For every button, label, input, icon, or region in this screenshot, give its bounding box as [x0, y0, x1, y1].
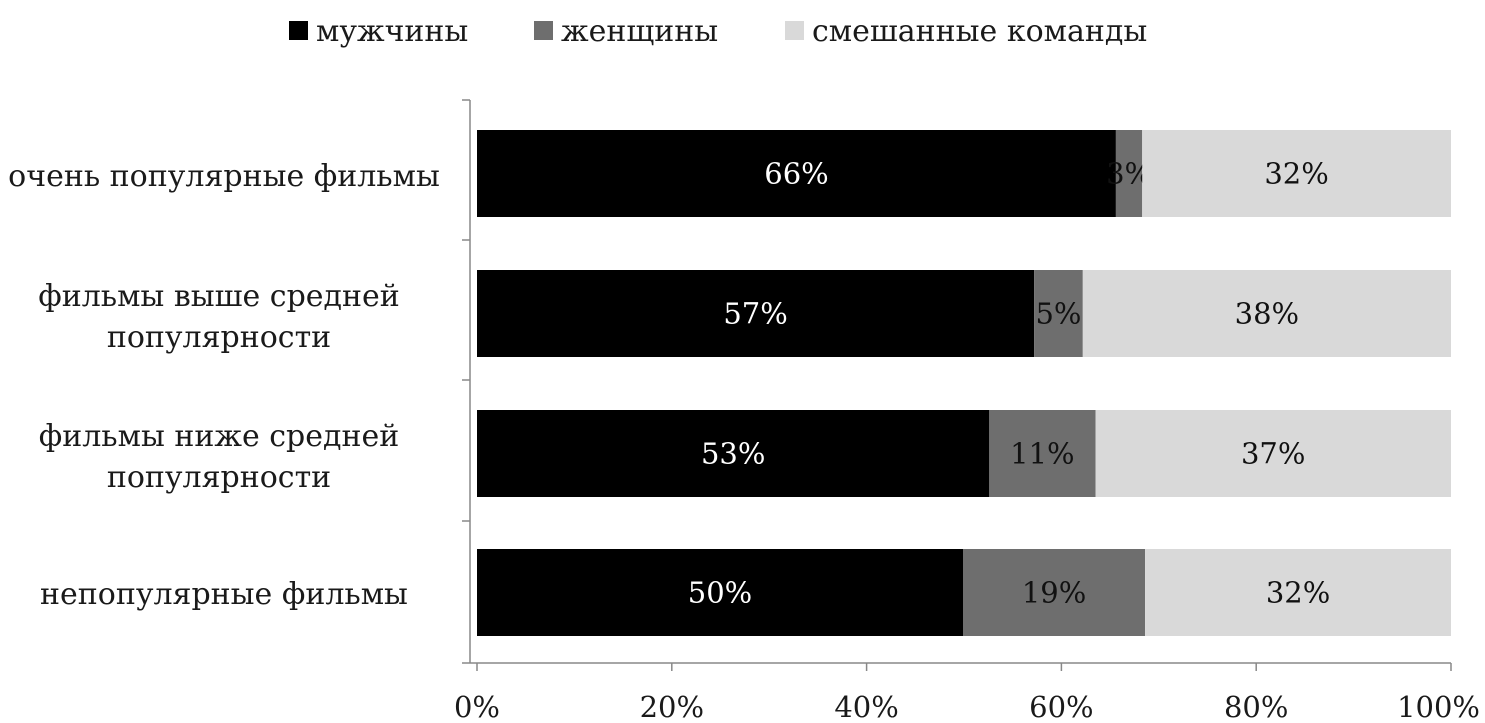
legend-label-2: женщины [561, 14, 718, 49]
legend-label-3: смешанные команды [812, 14, 1147, 49]
x-tick-label: 20% [640, 690, 704, 723]
bar-segment [477, 130, 1116, 217]
bar-segment [1115, 130, 1143, 217]
x-tick-label: 60% [1029, 690, 1093, 723]
bar-segment [477, 270, 1035, 357]
data-label: 5% [1035, 297, 1081, 331]
data-label: 32% [1264, 157, 1328, 191]
legend-swatch-2 [534, 21, 553, 40]
category-label: очень популярные фильмы [8, 159, 440, 194]
category-label: популярности [107, 460, 331, 495]
data-label: 19% [1022, 576, 1086, 610]
data-label: 38% [1235, 297, 1299, 331]
axes: 0% 20% 40% 60% 80% 100% [454, 99, 1480, 723]
category-label: непопулярные фильмы [40, 577, 408, 612]
x-tick-label: 40% [834, 690, 898, 723]
legend-label-1: мужчины [316, 14, 468, 49]
category-label: фильмы ниже средней [39, 419, 399, 454]
category-label: популярности [107, 320, 331, 355]
x-tick-label: 0% [454, 690, 500, 723]
bar-segment [1142, 130, 1451, 217]
data-label: 11% [1010, 437, 1074, 471]
data-label: 66% [764, 157, 828, 191]
bar-segment [1095, 410, 1451, 497]
bar-segment [1034, 270, 1083, 357]
x-tick-label: 100% [1397, 690, 1480, 723]
bar-segment [1082, 270, 1451, 357]
bars: 66% 3% 32%57% 5% 38%53% 11% 37%50% 19% 32% [477, 130, 1451, 636]
bar-segment [989, 410, 1096, 497]
data-label: 37% [1241, 437, 1305, 471]
category-labels: очень популярные фильмы фильмы выше средн… [8, 159, 440, 612]
x-tick-label: 80% [1224, 690, 1288, 723]
legend-swatch-3 [785, 21, 804, 40]
legend-swatch-1 [289, 21, 308, 40]
category-label: фильмы выше средней [38, 279, 400, 314]
bar-segment [963, 549, 1146, 636]
bar-segment [1145, 549, 1451, 636]
bar-segment [477, 410, 990, 497]
data-label: 57% [723, 297, 787, 331]
data-label: 32% [1266, 576, 1330, 610]
bar-segment [477, 549, 963, 636]
data-label: 53% [701, 437, 765, 471]
data-label: 50% [688, 576, 752, 610]
legend: мужчины женщины смешанные команды [289, 14, 1147, 49]
